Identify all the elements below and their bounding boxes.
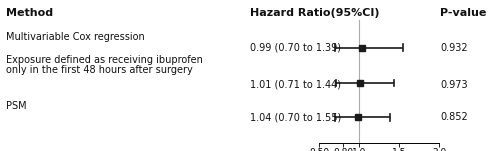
- Text: P-value: P-value: [440, 8, 486, 18]
- Text: 0.852: 0.852: [440, 112, 468, 122]
- Text: 0.932: 0.932: [440, 43, 468, 53]
- Text: Multivariable Cox regression: Multivariable Cox regression: [6, 32, 145, 42]
- Text: Exposure defined as receiving ibuprofen: Exposure defined as receiving ibuprofen: [6, 55, 203, 65]
- Text: Method: Method: [6, 8, 53, 18]
- Text: 1.01 (0.71 to 1.44): 1.01 (0.71 to 1.44): [250, 80, 341, 90]
- Text: Hazard Ratio(95%CI): Hazard Ratio(95%CI): [250, 8, 380, 18]
- Text: PSM: PSM: [6, 101, 26, 111]
- Text: 1.04 (0.70 to 1.55): 1.04 (0.70 to 1.55): [250, 112, 341, 122]
- Text: only in the first 48 hours after surgery: only in the first 48 hours after surgery: [6, 65, 193, 75]
- Text: 0.973: 0.973: [440, 80, 468, 90]
- Text: 0.99 (0.70 to 1.39): 0.99 (0.70 to 1.39): [250, 43, 341, 53]
